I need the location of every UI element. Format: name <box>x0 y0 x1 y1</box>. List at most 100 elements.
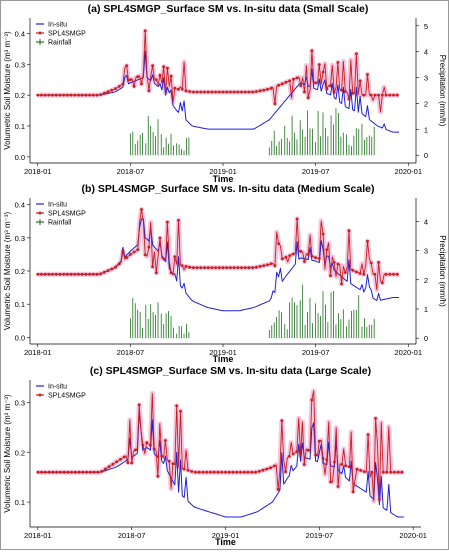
smap-marker <box>351 268 355 272</box>
smap-marker <box>388 93 392 97</box>
smap-marker <box>272 464 276 468</box>
smap-marker <box>299 453 302 457</box>
y-tick-label: 0.1 <box>15 122 25 131</box>
chart-panel-2: (b) SPL4SMGP_Surface SM vs. In-situ data… <box>3 183 447 364</box>
smap-marker <box>224 470 227 474</box>
smap-marker <box>314 81 317 85</box>
y2-tick-label: 0 <box>424 151 428 160</box>
smap-marker <box>173 86 177 90</box>
smap-marker <box>205 470 209 474</box>
x-tick-label: 2018-01 <box>24 167 52 176</box>
smap-marker <box>117 85 121 88</box>
smap-marker <box>370 470 374 474</box>
smap-marker <box>186 468 190 472</box>
smap-marker <box>43 272 47 276</box>
smap-marker <box>325 458 329 461</box>
smap-marker <box>195 90 199 94</box>
smap-marker <box>306 448 310 452</box>
smap-marker <box>201 470 205 474</box>
smap-marker <box>366 433 370 437</box>
smap-marker <box>166 220 169 224</box>
smap-marker <box>147 89 151 93</box>
smap-marker <box>106 269 110 272</box>
smap-marker <box>351 91 355 95</box>
smap-marker <box>81 470 85 474</box>
smap-marker <box>306 96 310 100</box>
y-tick-label: 0.4 <box>15 201 25 210</box>
chart-panel-3: (c) SPL4SMGP_Surface SM vs. In-situ data… <box>3 365 427 547</box>
smap-marker <box>77 93 80 97</box>
smap-marker <box>287 455 291 458</box>
y2-tick-label: 3 <box>424 74 428 83</box>
smap-marker <box>321 70 325 74</box>
smap-marker <box>62 272 66 276</box>
smap-marker <box>255 265 258 269</box>
legend-label: Rainfall <box>48 40 72 47</box>
smap-marker <box>80 272 84 276</box>
smap-marker <box>84 272 88 276</box>
smap-marker <box>229 90 232 94</box>
y-tick-label: 0.3 <box>15 60 25 69</box>
smap-marker <box>343 271 347 274</box>
smap-marker <box>169 74 173 78</box>
smap-marker <box>162 65 166 69</box>
smap-marker <box>141 443 145 447</box>
y-tick-label: 0.0 <box>15 333 25 342</box>
legend-marker <box>38 31 42 35</box>
smap-marker <box>66 272 69 276</box>
smap-marker <box>51 470 55 474</box>
smap-line <box>37 209 399 291</box>
legend-label: In-situ <box>48 22 67 29</box>
smap-marker <box>340 282 343 286</box>
smap-marker <box>258 265 262 268</box>
smap-marker <box>55 470 58 474</box>
smap-marker <box>269 466 272 470</box>
smap-marker <box>355 467 359 471</box>
smap-marker <box>314 453 317 457</box>
x-axis-label: Time <box>213 354 234 364</box>
smap-marker <box>66 470 70 474</box>
smap-marker <box>117 262 121 266</box>
chart-title: (b) SPL4SMGP_Surface SM vs. In-situ data… <box>82 183 375 195</box>
y-tick-label: 0.0 <box>15 153 25 162</box>
smap-marker <box>111 462 115 466</box>
smap-marker <box>69 272 73 276</box>
smap-marker <box>151 64 155 68</box>
smap-marker <box>336 61 340 64</box>
smap-marker <box>104 467 107 471</box>
smap-marker <box>358 79 362 83</box>
x-tick-label: 2018-07 <box>117 167 145 176</box>
smap-marker <box>151 265 155 269</box>
smap-marker <box>216 470 220 474</box>
smap-marker <box>295 217 299 221</box>
smap-marker <box>184 265 188 268</box>
smap-marker <box>190 470 194 473</box>
smap-marker <box>210 90 214 94</box>
smap-marker <box>134 448 137 452</box>
y-tick-label: 0.3 <box>15 234 25 243</box>
smap-marker <box>257 470 261 473</box>
smap-marker <box>310 398 314 402</box>
smap-marker <box>43 470 47 474</box>
smap-marker <box>214 90 218 94</box>
smap-marker <box>261 468 265 472</box>
smap-marker <box>351 490 355 494</box>
legend-label: SPL4SMGP <box>48 393 86 400</box>
y-axis-label: Volumetric Soil Moisture (m³ m⁻³) <box>3 394 12 513</box>
smap-marker <box>192 90 195 94</box>
smap-marker <box>295 76 299 80</box>
smap-marker <box>292 77 295 81</box>
smap-marker <box>384 272 388 276</box>
smap-marker <box>54 272 58 276</box>
smap-marker <box>225 266 229 270</box>
y-tick-label: 0.2 <box>15 91 25 100</box>
smap-marker <box>125 256 129 259</box>
smap-marker <box>265 467 269 471</box>
smap-marker <box>58 93 62 97</box>
smap-marker <box>251 90 255 94</box>
smap-marker <box>347 97 351 101</box>
smap-marker <box>344 464 347 467</box>
smap-marker <box>143 253 147 257</box>
smap-marker <box>240 90 243 94</box>
